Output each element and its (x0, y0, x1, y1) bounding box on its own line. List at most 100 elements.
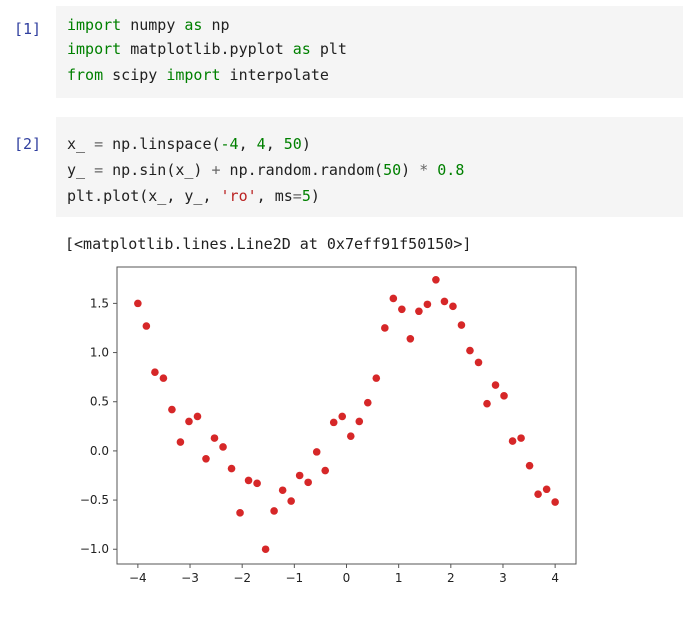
y-tick-label: −0.5 (80, 493, 109, 507)
x-tick-label: 0 (343, 571, 351, 585)
data-point (142, 322, 151, 330)
code-token: y_ (67, 161, 95, 179)
data-point (176, 438, 185, 446)
code-token: np (202, 16, 230, 34)
data-point (542, 485, 551, 494)
data-point (261, 545, 270, 554)
code-token: 'ro' (220, 187, 257, 205)
data-point (449, 302, 457, 311)
data-point (525, 461, 534, 470)
y-tick-label: −1.0 (80, 542, 109, 556)
x-tick-label: 1 (395, 571, 403, 585)
code-token: np.linspace( (103, 135, 221, 153)
data-point (398, 305, 406, 314)
data-point (534, 490, 542, 498)
code-token: import (166, 66, 221, 84)
data-point (346, 432, 355, 440)
code-token: numpy (121, 16, 185, 34)
code-input[interactable]: x_ = np.linspace(-4, 4, 50) y_ = np.sin(x… (56, 117, 683, 217)
code-token: = (292, 187, 302, 205)
code-token: plt.plot(x_, y_, (67, 187, 221, 205)
code-line: import matplotlib.pyplot as plt (67, 40, 347, 58)
code-token: 50 (283, 135, 302, 153)
code-token: 5 (301, 187, 311, 205)
code-token: , ms (256, 187, 293, 205)
data-point (355, 417, 364, 426)
x-tick-label: −1 (285, 571, 303, 585)
code-token: , (265, 135, 284, 153)
y-tick-label: 0.0 (90, 444, 109, 458)
code-cell-2[interactable]: [2] x_ = np.linspace(-4, 4, 50) y_ = np.s… (0, 117, 683, 217)
code-line: from scipy import interpolate (67, 66, 329, 84)
code-token: -4 (220, 135, 239, 153)
plot-frame (116, 266, 577, 565)
data-point (474, 358, 483, 367)
code-token: from (67, 66, 104, 84)
data-point (227, 464, 236, 473)
code-token: np.random.random( (220, 161, 384, 179)
x-tick-label: −4 (129, 571, 147, 585)
data-point (151, 368, 159, 377)
code-token: interpolate (220, 66, 329, 84)
code-token: 50 (383, 161, 402, 179)
code-input[interactable]: import numpy as np import matplotlib.pypl… (56, 6, 683, 98)
code-token: = (94, 135, 104, 153)
code-token: np.sin(x_) (103, 161, 212, 179)
data-point (329, 418, 338, 427)
data-point (244, 476, 253, 485)
code-line: plt.plot(x_, y_, 'ro', ms=5) (67, 187, 320, 205)
code-line: y_ = np.sin(x_) + np.random.random(50) *… (67, 161, 464, 179)
data-point (432, 275, 440, 284)
data-point (312, 448, 321, 456)
code-cell-1[interactable]: [1] import numpy as np import matplotlib.… (0, 6, 683, 98)
data-point (185, 417, 193, 426)
code-token: ) (401, 161, 420, 179)
x-tick-label: 2 (447, 571, 455, 585)
data-point (159, 374, 168, 382)
code-token: as (184, 16, 203, 34)
code-token: ) (310, 187, 320, 205)
data-point (423, 300, 432, 309)
data-point (219, 443, 227, 451)
code-token: matplotlib.pyplot (121, 40, 293, 58)
data-point (500, 392, 508, 400)
data-point (363, 398, 372, 407)
code-token: x_ (67, 135, 95, 153)
code-token: , (238, 135, 257, 153)
data-point (193, 412, 202, 421)
data-point (551, 498, 559, 506)
data-point (508, 437, 517, 445)
cell-prompt: [1] (14, 20, 42, 38)
code-token: * (419, 161, 429, 179)
data-point (389, 294, 398, 303)
data-point (278, 486, 287, 495)
data-point (372, 374, 381, 382)
data-point (483, 399, 491, 408)
data-point (491, 381, 500, 389)
data-point (168, 405, 176, 414)
code-token: + (211, 161, 221, 179)
y-tick-label: 0.5 (90, 395, 109, 409)
code-token: 0.8 (437, 161, 465, 179)
data-point (253, 479, 261, 488)
data-point (304, 478, 312, 487)
code-token: as (292, 40, 311, 58)
y-tick-label: 1.5 (90, 296, 109, 310)
code-token: import (67, 40, 122, 58)
data-point (381, 324, 389, 332)
x-tick-label: −3 (181, 571, 199, 585)
data-point (415, 307, 423, 316)
data-point (466, 346, 474, 355)
data-point (517, 434, 525, 442)
code-line: import numpy as np (67, 16, 230, 34)
code-token: 4 (256, 135, 266, 153)
y-tick-label: 1.0 (90, 346, 109, 360)
code-token: ) (301, 135, 311, 153)
data-point (287, 497, 295, 505)
data-point (338, 412, 347, 421)
code-token: scipy (103, 66, 167, 84)
code-token: import (67, 16, 122, 34)
data-point (321, 466, 330, 475)
data-point (295, 471, 304, 480)
